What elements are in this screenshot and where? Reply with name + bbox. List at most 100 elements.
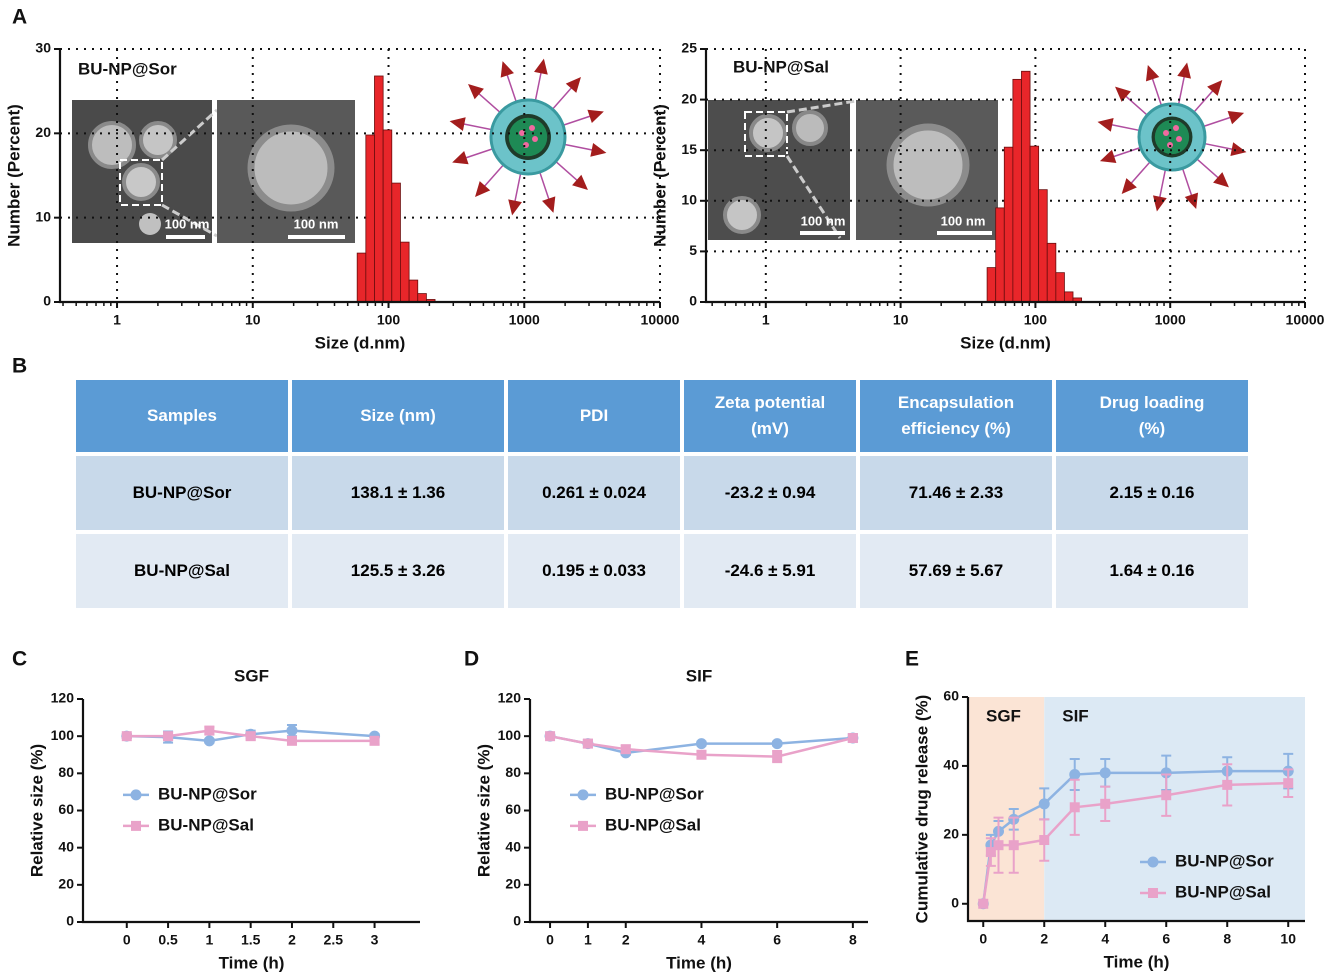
tem-image: [708, 99, 857, 240]
marker: [1161, 790, 1172, 801]
bar: [1012, 78, 1022, 303]
drug-dot: [529, 125, 535, 131]
y-tick-label: 120: [51, 690, 75, 706]
y-axis-label: Relative size (%): [27, 744, 46, 877]
peg-chain: [555, 160, 581, 184]
ligand-arrow: [1121, 178, 1137, 194]
bar: [1021, 70, 1031, 303]
x-axis-label: Size (d.nm): [315, 333, 406, 352]
y-tick-label: 100: [498, 727, 522, 743]
ligand-arrow: [587, 109, 604, 123]
y-tick-label: 0: [513, 913, 521, 929]
peg-chain: [539, 171, 551, 204]
header-cell: Size (nm): [360, 406, 436, 425]
bar: [1003, 146, 1014, 303]
bar: [400, 241, 410, 303]
ligand-arrow: [449, 117, 466, 131]
x-tick-label: 1.5: [241, 932, 261, 948]
header-cell: Zeta potential (mV): [714, 393, 826, 438]
y-tick-label: 40: [943, 757, 959, 773]
marker: [985, 847, 996, 858]
x-axis-label: Time (h): [666, 953, 732, 972]
marker: [1038, 798, 1050, 810]
x-tick-label: 6: [1162, 931, 1170, 947]
x-tick-label: 6: [773, 932, 781, 948]
ligand-arrow: [452, 151, 469, 165]
ligand-arrow: [1097, 118, 1114, 132]
y-axis-label: Cumulative drug release (%): [912, 695, 931, 924]
y-tick-label: 10: [681, 192, 697, 208]
peg-chain: [1127, 161, 1151, 187]
marker: [696, 749, 707, 760]
legend-marker: [131, 820, 141, 831]
data-table: Samples Size (nm) PDI Zeta potential (mV…: [72, 376, 1252, 612]
y-tick-label: 60: [58, 801, 74, 817]
bar: [408, 279, 419, 303]
bar: [356, 252, 367, 303]
peg-chain: [475, 90, 501, 114]
bar: [1055, 272, 1065, 303]
x-tick-label: 1: [584, 932, 592, 948]
series-line: [549, 734, 854, 758]
marker: [978, 898, 989, 909]
ligand-arrow: [1213, 172, 1229, 188]
y-tick-label: 10: [35, 208, 51, 224]
bar: [417, 293, 427, 303]
table-row: BU-NP@Sal 125.5 ± 3.26 0.195 ± 0.033 -24.6 …: [72, 530, 1252, 612]
ligand-arrow: [508, 199, 522, 216]
peg-chain: [1203, 115, 1235, 128]
bar: [1064, 291, 1074, 303]
drug-dot: [532, 136, 538, 142]
y-tick-label: 20: [35, 124, 51, 140]
legend-label: BU-NP@Sal: [1175, 882, 1271, 901]
sample-label: BU-NP@Sor: [78, 59, 177, 78]
peg-chain: [1109, 146, 1141, 159]
y-tick-label: 5: [689, 242, 697, 258]
y-tick-label: 80: [505, 764, 521, 780]
y-tick-label: 0: [951, 894, 959, 910]
bar: [374, 75, 384, 303]
x-tick-label: 2.5: [324, 932, 344, 948]
x-tick-label: 1000: [1155, 312, 1186, 328]
ligand-arrow: [1207, 80, 1223, 96]
marker: [121, 731, 132, 742]
marker: [771, 738, 783, 750]
y-tick-label: 80: [58, 764, 74, 780]
cell: BU-NP@Sor: [72, 452, 292, 534]
ligand-arrow: [1177, 62, 1191, 79]
ligand-arrow: [1184, 192, 1199, 210]
marker: [1008, 840, 1019, 851]
peg-chain: [459, 122, 492, 131]
y-tick-label: 30: [35, 40, 51, 56]
nanoparticle-core: [508, 117, 548, 157]
bar: [1029, 145, 1040, 303]
x-tick-label: 0: [979, 931, 987, 947]
scale-bar-label: 100 nm: [941, 213, 986, 228]
y-tick-label: 20: [58, 876, 74, 892]
peg-chain: [1107, 123, 1140, 132]
drug-dot: [1173, 125, 1179, 131]
marker: [1039, 835, 1050, 846]
peg-chain: [1204, 142, 1237, 151]
peg-chain: [562, 114, 595, 126]
marker: [1222, 779, 1233, 790]
panel-label: E: [905, 648, 919, 671]
marker: [1069, 802, 1080, 813]
cell: 138.1 ± 1.36: [288, 452, 508, 534]
bar: [986, 267, 997, 303]
bar: [995, 207, 1005, 303]
y-tick-label: 20: [505, 876, 521, 892]
legend-marker: [577, 789, 589, 801]
header-cell: Encapsulation efficiency (%): [897, 393, 1015, 438]
ligand-arrow: [590, 143, 607, 157]
y-tick-label: 20: [681, 90, 697, 106]
chart-title: SIF: [686, 666, 712, 685]
header-cell: PDI: [579, 406, 609, 425]
legend-label: BU-NP@Sor: [158, 784, 257, 803]
x-tick-label: 4: [698, 932, 706, 948]
x-tick-label: 1: [205, 932, 213, 948]
x-tick-label: 100: [377, 312, 401, 328]
y-axis-label: Number (Percent): [4, 104, 23, 247]
peg-chain: [481, 164, 505, 190]
